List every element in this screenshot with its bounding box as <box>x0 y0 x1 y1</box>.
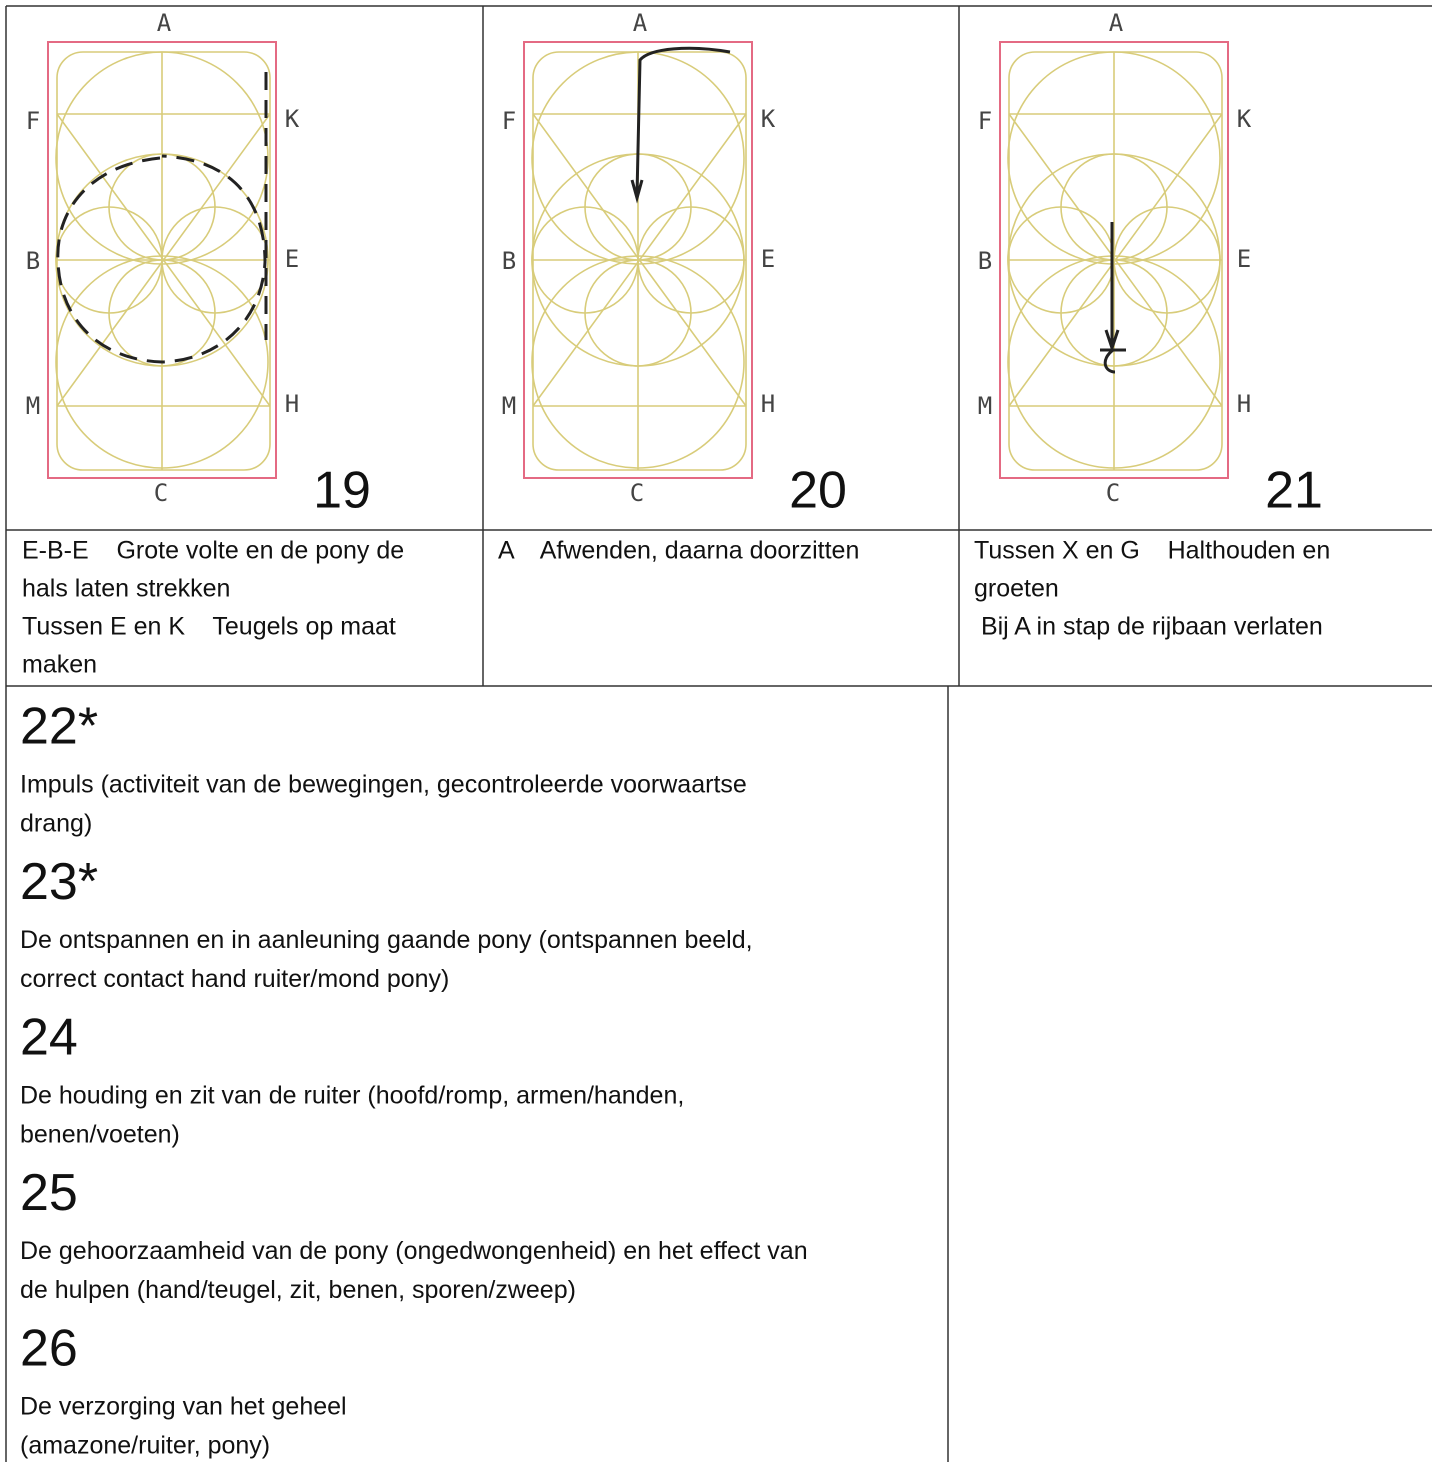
arena-letter: M <box>978 392 992 420</box>
mark-number: 23* <box>20 853 98 911</box>
arena-letter: A <box>1109 9 1124 37</box>
arena-letter: K <box>1237 105 1252 133</box>
arena-letter: H <box>1237 390 1251 418</box>
mark-text: correct contact hand ruiter/mond pony) <box>20 965 449 993</box>
mark-number: 22* <box>20 698 98 756</box>
arena-letter: H <box>285 390 299 418</box>
arena-letter: C <box>630 479 644 507</box>
mark-text: de hulpen (hand/teugel, zit, benen, spor… <box>20 1276 576 1304</box>
mark-number: 26 <box>20 1320 78 1378</box>
movement-number: 20 <box>789 462 847 520</box>
arena-letter: K <box>285 105 300 133</box>
mark-number: 25 <box>20 1164 78 1222</box>
movement-text: A Afwenden, daarna doorzitten <box>498 537 859 565</box>
arena-letter: A <box>157 9 172 37</box>
arena-border <box>999 41 1229 479</box>
pencil-route <box>630 46 731 204</box>
arena-letter: B <box>502 247 516 275</box>
arena-letter: F <box>978 107 992 135</box>
arena-circle <box>161 206 269 314</box>
movement-text: E-B-E Grote volte en de pony de <box>22 537 404 565</box>
table-borders <box>5 5 1432 1462</box>
arena-circle <box>1113 206 1221 314</box>
arena-letter: K <box>761 105 776 133</box>
arena-letter: E <box>285 245 299 273</box>
arena-diagram: A C F K B E M H 19 <box>26 9 371 520</box>
mark-number: 24 <box>20 1009 78 1067</box>
mark-text: drang) <box>20 810 92 838</box>
arena-diagram: A C F K B E M H 21 <box>978 9 1323 520</box>
arena-border <box>523 41 753 479</box>
pencil-route <box>56 72 268 364</box>
arena-letter: M <box>26 392 40 420</box>
arena-letter: F <box>502 107 516 135</box>
movement-number: 21 <box>1265 462 1323 520</box>
arena-border <box>47 41 277 479</box>
pencil-route <box>1100 222 1126 374</box>
mark-text: benen/voeten) <box>20 1121 180 1149</box>
arena-letter: F <box>26 107 40 135</box>
movement-text: hals laten strekken <box>22 575 230 603</box>
movement-text: Bij A in stap de rijbaan verlaten <box>974 613 1323 641</box>
movement-text: maken <box>22 651 97 679</box>
arena-letter: M <box>502 392 516 420</box>
movement-text: Tussen X en G Halthouden en <box>974 537 1330 565</box>
arena-letter: A <box>633 9 648 37</box>
arena-letter: C <box>154 479 168 507</box>
arena-letter: E <box>761 245 775 273</box>
movement-text: groeten <box>974 575 1059 603</box>
arena-letter: B <box>26 247 40 275</box>
arena-letter: E <box>1237 245 1251 273</box>
arena-circle <box>637 206 745 314</box>
mark-text: De verzorging van het geheel <box>20 1393 347 1421</box>
mark-text: De gehoorzaamheid van de pony (ongedwong… <box>20 1237 808 1265</box>
arena-letter: B <box>978 247 992 275</box>
mark-text: (amazone/ruiter, pony) <box>20 1432 270 1460</box>
mark-text: De houding en zit van de ruiter (hoofd/r… <box>20 1082 684 1110</box>
arena-letter: C <box>1106 479 1120 507</box>
movement-number: 19 <box>313 462 371 520</box>
mark-text: Impuls (activiteit van de bewegingen, ge… <box>20 771 747 799</box>
mark-text: De ontspannen en in aanleuning gaande po… <box>20 926 753 954</box>
movement-text: Tussen E en K Teugels op maat <box>22 613 396 641</box>
arena-letter: H <box>761 390 775 418</box>
arena-diagram: A C F K B E M H 20 <box>502 9 847 520</box>
